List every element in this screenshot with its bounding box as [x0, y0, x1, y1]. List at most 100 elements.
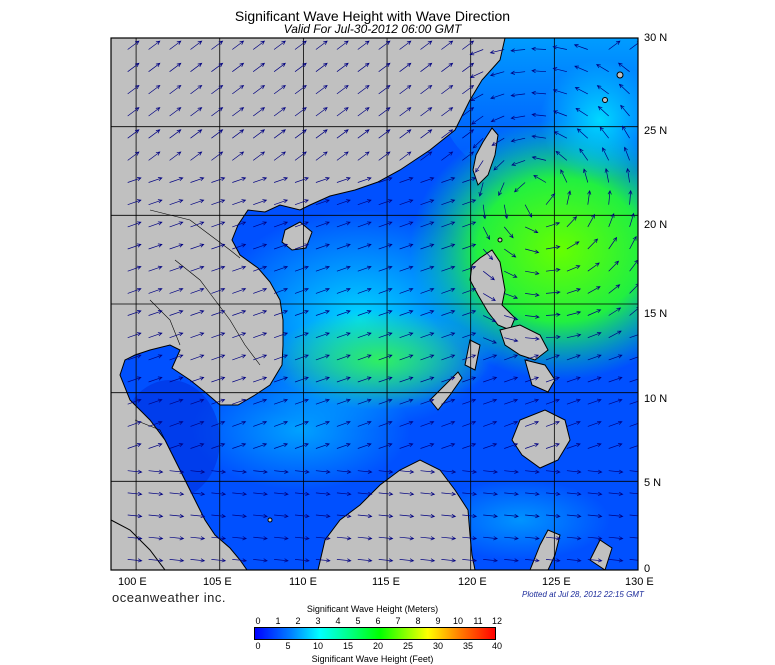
wave-direction-arrow [420, 514, 436, 519]
wave-direction-arrow [531, 46, 547, 51]
wave-direction-arrow [399, 443, 414, 449]
wave-direction-arrow [441, 354, 456, 361]
wave-direction-arrow [315, 491, 331, 496]
wave-direction-arrow [510, 70, 526, 75]
wave-direction-arrow [608, 558, 624, 563]
wave-direction-arrow [148, 514, 164, 519]
wave-direction-arrow [274, 558, 289, 563]
wave-direction-arrow [587, 376, 602, 383]
map-plot-area [111, 38, 638, 570]
wave-direction-arrow [441, 85, 454, 95]
wave-direction-arrow [399, 85, 412, 95]
wave-direction-arrow [462, 310, 477, 316]
wave-direction-arrow [524, 398, 540, 405]
wave-direction-arrow [273, 354, 289, 361]
wave-direction-arrow [148, 398, 163, 405]
wave-direction-arrow [253, 354, 268, 361]
wave-direction-arrow [607, 189, 612, 205]
wave-direction-arrow [294, 40, 307, 50]
wave-direction-arrow [378, 129, 391, 139]
wave-direction-arrow [587, 189, 592, 205]
wave-direction-arrow [127, 107, 140, 117]
wave-direction-arrow [273, 177, 289, 183]
map-gridlines [111, 38, 638, 570]
colorbar-tick: 9 [435, 616, 441, 626]
wave-direction-arrow [462, 243, 477, 250]
wave-direction-arrow [294, 310, 309, 316]
wave-direction-arrow [587, 514, 603, 519]
wave-direction-arrow [493, 160, 505, 171]
wave-direction-arrow [420, 376, 435, 383]
wave-direction-arrow [232, 310, 247, 316]
wave-direction-arrow [462, 443, 477, 449]
wave-direction-arrow [190, 354, 205, 361]
wave-direction-arrow [232, 469, 247, 474]
wave-direction-arrow [504, 337, 519, 343]
wave-direction-arrow [169, 558, 185, 563]
wave-direction-arrow [357, 107, 370, 117]
wave-direction-arrow [148, 177, 163, 183]
wave-direction-arrow [211, 221, 226, 228]
wave-direction-arrow [336, 443, 351, 449]
x-tick-label: 100 E [118, 576, 147, 588]
wave-direction-arrow [253, 420, 268, 427]
wave-direction-arrow [315, 536, 331, 541]
wave-direction-arrow [629, 470, 638, 472]
wave-direction-arrow [274, 469, 289, 474]
wave-direction-arrow [420, 243, 435, 250]
wave-direction-arrow [399, 536, 415, 541]
wave-direction-arrow [169, 443, 184, 449]
wave-direction-arrow [510, 93, 526, 98]
wave-direction-arrow [587, 469, 603, 474]
wave-direction-arrow [211, 129, 224, 139]
wave-direction-arrow [232, 85, 245, 95]
wave-direction-arrow [232, 177, 247, 183]
wave-direction-arrow [169, 62, 182, 72]
wave-direction-arrow [608, 536, 624, 541]
wave-direction-arrow [315, 420, 330, 427]
wave-direction-arrow [190, 62, 203, 72]
wave-direction-arrow [441, 536, 457, 541]
wave-direction-arrow [483, 536, 498, 541]
wave-direction-arrow [336, 514, 352, 519]
wave-direction-arrow [127, 129, 140, 139]
wave-direction-arrow [579, 148, 589, 161]
wave-direction-arrow [462, 107, 475, 117]
wave-direction-arrow [148, 536, 164, 541]
wave-direction-arrow [294, 469, 310, 474]
wave-direction-arrow [190, 265, 205, 272]
wave-direction-arrow [399, 177, 414, 183]
wave-direction-arrow [399, 514, 415, 519]
wave-direction-arrow [399, 287, 414, 294]
wave-direction-arrow [525, 248, 540, 254]
wave-direction-arrow [315, 85, 328, 95]
wave-direction-arrow [504, 443, 519, 449]
wave-direction-arrow [510, 48, 526, 53]
wave-direction-arrow [315, 62, 328, 72]
wave-direction-arrow [441, 177, 456, 183]
wave-direction-arrow [420, 265, 435, 272]
wave-direction-arrow [294, 420, 309, 427]
wave-direction-arrow [294, 514, 310, 519]
wave-direction-arrow [169, 85, 182, 95]
wave-direction-arrow [127, 469, 143, 474]
wave-direction-arrow [608, 376, 623, 383]
wave-direction-arrow [190, 177, 205, 183]
wave-direction-arrow [378, 40, 391, 50]
wave-direction-arrow [357, 85, 370, 95]
wave-direction-arrow [566, 491, 582, 496]
wave-direction-arrow [315, 199, 330, 206]
wave-direction-arrow [252, 40, 266, 50]
wave-direction-arrow [378, 354, 393, 361]
wave-direction-arrow [253, 243, 268, 250]
wave-direction-arrow [253, 558, 268, 563]
wave-direction-arrow [462, 221, 477, 228]
wave-direction-arrow [489, 49, 505, 54]
wave-direction-arrow [514, 182, 526, 193]
wave-direction-arrow [545, 514, 561, 519]
wave-direction-arrow [190, 420, 205, 427]
wave-direction-arrow [597, 105, 609, 117]
wave-direction-arrow [253, 514, 268, 519]
wave-direction-arrow [127, 199, 142, 206]
wave-direction-arrow [441, 443, 456, 449]
